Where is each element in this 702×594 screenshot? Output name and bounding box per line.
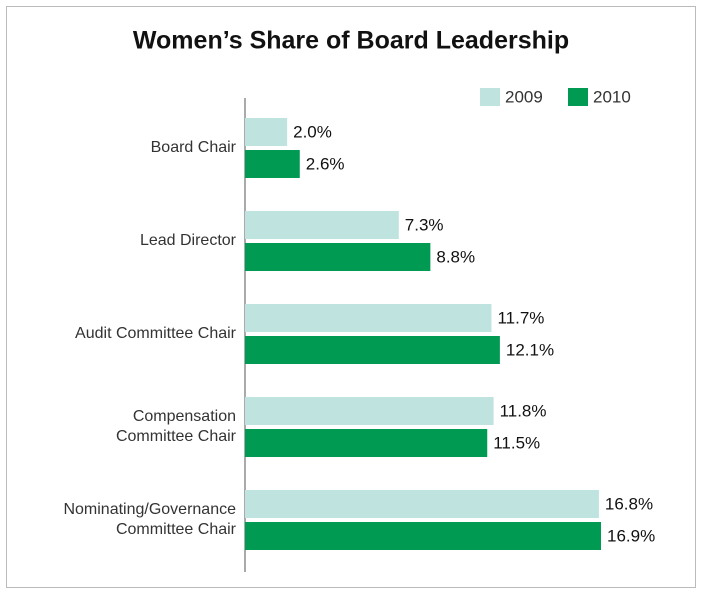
value-label: 11.7%	[497, 308, 544, 327]
value-label: 7.3%	[405, 215, 444, 234]
bar	[245, 118, 288, 146]
bar	[245, 150, 300, 178]
legend-label: 2009	[505, 87, 543, 106]
bar	[245, 336, 500, 364]
bar	[245, 522, 601, 550]
value-label: 2.0%	[293, 122, 332, 141]
bar	[245, 211, 399, 239]
value-label: 11.5%	[493, 433, 540, 452]
value-label: 2.6%	[306, 154, 345, 173]
value-label: 16.9%	[607, 526, 655, 545]
legend-swatch	[568, 88, 588, 106]
bar	[245, 490, 599, 518]
chart-title: Women’s Share of Board Leadership	[133, 27, 569, 55]
legend-swatch	[480, 88, 500, 106]
value-label: 8.8%	[436, 247, 475, 266]
bar	[245, 397, 494, 425]
bar	[245, 243, 431, 271]
bar	[245, 429, 488, 457]
value-label: 16.8%	[605, 494, 653, 513]
value-label: 12.1%	[506, 340, 554, 359]
category-label: Lead Director	[139, 232, 236, 249]
bar	[245, 304, 492, 332]
category-label: Board Chair	[150, 139, 236, 156]
category-label: Audit Committee Chair	[75, 325, 236, 342]
category-label: Nominating/Governance Committee Chair	[63, 501, 236, 538]
legend-label: 2010	[593, 87, 631, 106]
frame	[6, 6, 696, 588]
value-label: 11.8%	[500, 401, 547, 420]
category-label: Compensation Committee Chair	[115, 408, 236, 445]
